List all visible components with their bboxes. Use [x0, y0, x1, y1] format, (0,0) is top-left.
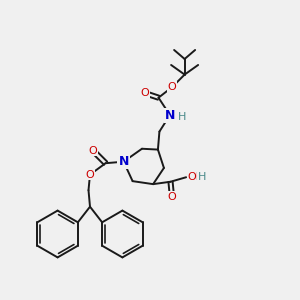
Text: OH: OH [188, 172, 205, 182]
Text: O: O [168, 82, 176, 92]
Text: N: N [165, 109, 175, 122]
Text: O: O [168, 192, 176, 202]
Text: O: O [88, 146, 98, 156]
Text: H: H [197, 172, 206, 182]
Text: N: N [118, 155, 129, 168]
Text: O: O [141, 88, 149, 98]
Text: H: H [177, 112, 186, 122]
Text: O: O [85, 169, 94, 180]
